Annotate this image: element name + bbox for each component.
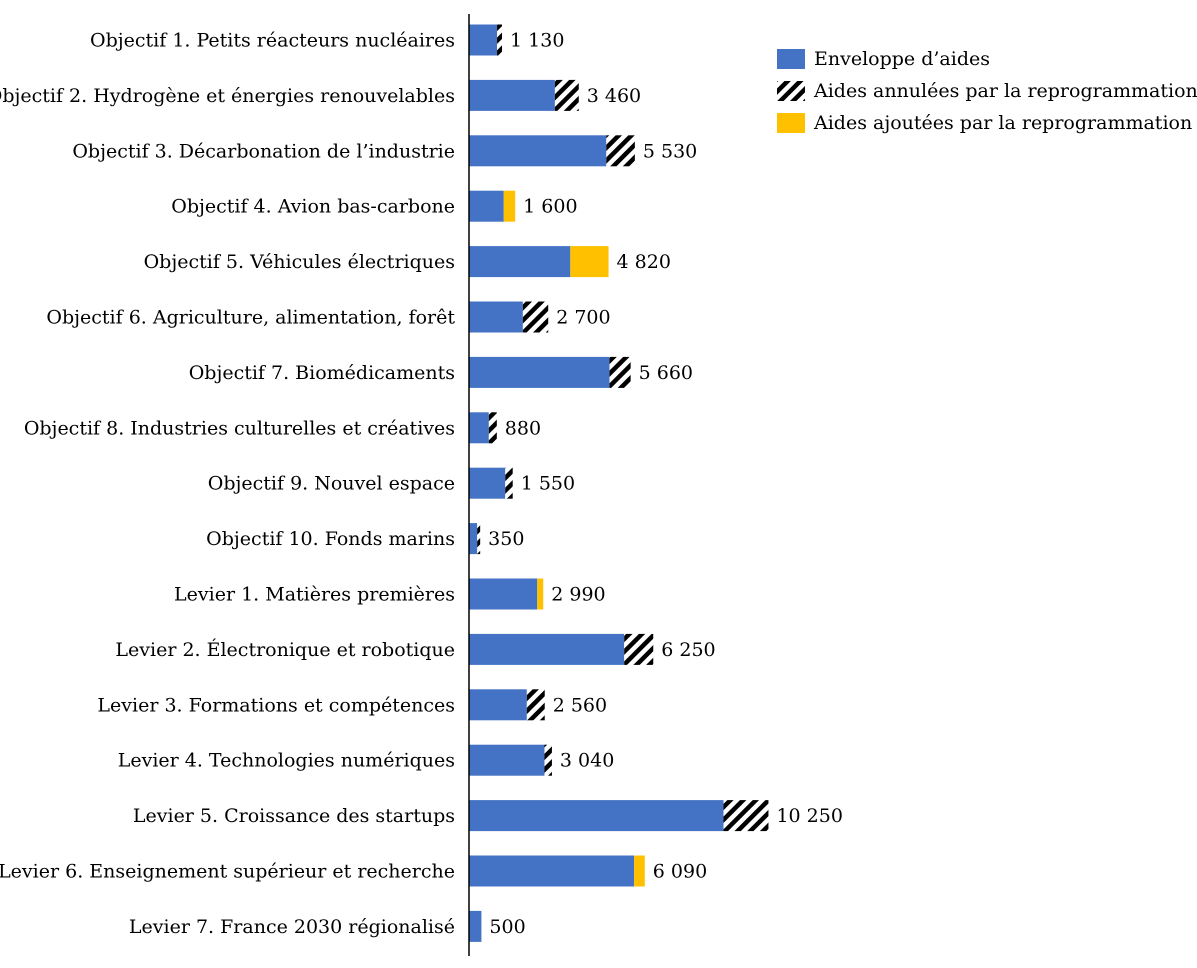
bar-segment-envelope-13 xyxy=(469,689,527,721)
bar-segment-annulees-15 xyxy=(723,800,769,832)
data-label-10: 350 xyxy=(488,528,524,550)
bar-segment-annulees-3 xyxy=(606,135,635,167)
category-label-4: Objectif 4. Avion bas-carbone xyxy=(171,196,455,218)
legend-swatch-1 xyxy=(777,49,805,69)
bars-group xyxy=(469,24,769,942)
bar-segment-envelope-14 xyxy=(469,744,545,776)
bar-segment-annulees-13 xyxy=(526,689,545,721)
bar-segment-envelope-9 xyxy=(469,467,506,499)
bar-segment-annulees-9 xyxy=(505,467,513,499)
category-label-14: Levier 4. Technologies numériques xyxy=(118,750,455,772)
category-label-16: Levier 6. Enseignement supérieur et rech… xyxy=(0,861,455,883)
data-label-1: 1 130 xyxy=(510,30,564,52)
bar-segment-ajoutees-5 xyxy=(570,246,609,278)
data-label-6: 2 700 xyxy=(556,307,610,329)
data-label-14: 3 040 xyxy=(560,750,614,772)
bar-segment-envelope-3 xyxy=(469,135,607,167)
data-label-4: 1 600 xyxy=(523,196,577,218)
bar-segment-envelope-15 xyxy=(469,800,724,832)
bar-segment-envelope-11 xyxy=(469,578,538,610)
bar-segment-annulees-2 xyxy=(554,79,579,111)
bar-segment-envelope-1 xyxy=(469,24,498,56)
legend-label-3: Aides ajoutées par la reprogrammation xyxy=(813,112,1192,134)
data-label-11: 2 990 xyxy=(551,584,605,606)
bar-segment-annulees-1 xyxy=(497,24,503,56)
bar-segment-envelope-7 xyxy=(469,356,610,388)
category-label-13: Levier 3. Formations et compétences xyxy=(97,694,455,716)
bar-segment-envelope-12 xyxy=(469,633,625,665)
category-label-5: Objectif 5. Véhicules électriques xyxy=(144,251,455,273)
bar-segment-envelope-10 xyxy=(469,523,478,555)
data-label-8: 880 xyxy=(505,417,541,439)
category-label-6: Objectif 6. Agriculture, alimentation, f… xyxy=(46,307,455,329)
data-label-5: 4 820 xyxy=(617,251,671,273)
category-label-10: Objectif 10. Fonds marins xyxy=(206,528,455,550)
data-label-12: 6 250 xyxy=(661,639,715,661)
category-label-1: Objectif 1. Petits réacteurs nucléaires xyxy=(90,30,455,52)
data-label-9: 1 550 xyxy=(521,473,575,495)
category-labels: Objectif 1. Petits réacteurs nucléaires O… xyxy=(0,30,455,938)
bar-segment-envelope-6 xyxy=(469,301,523,333)
data-label-2: 3 460 xyxy=(587,85,641,107)
category-label-17: Levier 7. France 2030 régionalisé xyxy=(129,916,455,938)
category-label-11: Levier 1. Matières premières xyxy=(174,584,455,606)
data-label-15: 10 250 xyxy=(776,805,842,827)
bar-segment-annulees-6 xyxy=(522,301,549,333)
legend: Enveloppe d’aides Aides annulées par la r… xyxy=(777,48,1197,134)
bar-segment-envelope-8 xyxy=(469,412,489,444)
bar-segment-envelope-17 xyxy=(469,910,482,942)
bar-segment-ajoutees-16 xyxy=(634,855,645,887)
bar-segment-envelope-16 xyxy=(469,855,635,887)
category-label-12: Levier 2. Électronique et robotique xyxy=(115,638,455,661)
category-label-9: Objectif 9. Nouvel espace xyxy=(208,473,455,495)
category-label-8: Objectif 8. Industries culturelles et cr… xyxy=(24,417,455,439)
bar-segment-annulees-14 xyxy=(544,744,552,776)
data-label-16: 6 090 xyxy=(653,861,707,883)
category-label-2: Objectif 2. Hydrogène et énergies renouv… xyxy=(0,85,455,107)
bar-segment-envelope-4 xyxy=(469,190,504,222)
category-label-3: Objectif 3. Décarbonation de l’industrie xyxy=(72,140,455,162)
data-label-7: 5 660 xyxy=(639,362,693,384)
bar-segment-envelope-5 xyxy=(469,246,571,278)
legend-label-1: Enveloppe d’aides xyxy=(814,48,990,70)
bar-segment-annulees-10 xyxy=(477,523,481,555)
bar-segment-annulees-12 xyxy=(624,633,654,665)
bar-segment-envelope-2 xyxy=(469,79,555,111)
category-label-7: Objectif 7. Biomédicaments xyxy=(189,362,455,384)
data-label-13: 2 560 xyxy=(553,694,607,716)
bar-segment-annulees-8 xyxy=(488,412,497,444)
bar-segment-ajoutees-11 xyxy=(537,578,544,610)
data-label-17: 500 xyxy=(489,916,525,938)
legend-swatch-3 xyxy=(777,113,805,133)
value-labels: 1 130 3 460 5 530 1 600 4 820 2 700 5 660 880 1 … xyxy=(488,30,843,938)
legend-swatch-2 xyxy=(777,81,805,101)
data-label-3: 5 530 xyxy=(643,140,697,162)
category-label-15: Levier 5. Croissance des startups xyxy=(133,805,455,827)
bar-segment-annulees-7 xyxy=(609,356,631,388)
legend-label-2: Aides annulées par la reprogrammation xyxy=(813,80,1197,102)
bar-segment-ajoutees-4 xyxy=(503,190,516,222)
